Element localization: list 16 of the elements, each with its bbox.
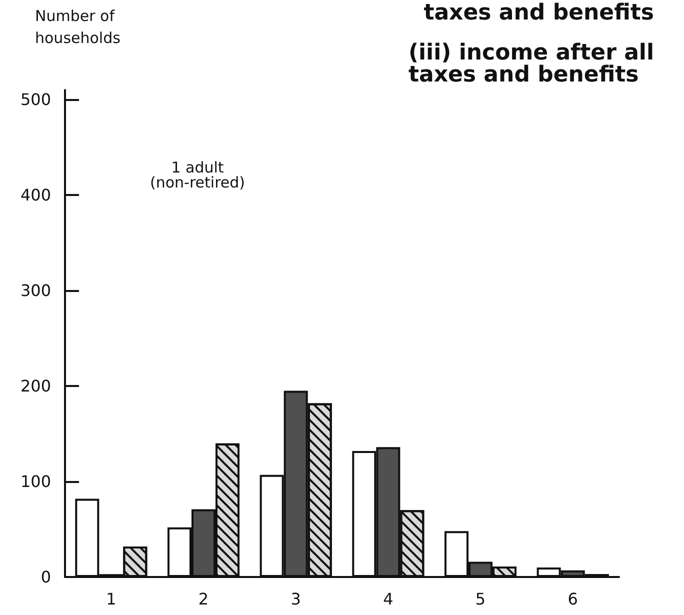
y-tick-label: 200 bbox=[20, 376, 51, 396]
y-tick-label: 0 bbox=[40, 568, 51, 586]
annotation: 1 adult (non-retired) bbox=[150, 158, 246, 192]
y-tick-label: 300 bbox=[20, 281, 51, 300]
x-tick-label: 2 bbox=[198, 590, 209, 608]
y-axis-title: Number of households bbox=[35, 7, 121, 47]
y-tick-label: 400 bbox=[20, 186, 51, 205]
y-tick-label: 500 bbox=[20, 90, 51, 110]
x-tick-label: 1 bbox=[106, 590, 116, 608]
y-tick-label: 100 bbox=[20, 472, 51, 492]
text: taxes and benefits bbox=[424, 0, 654, 26]
text: (iii) income after all taxes and benefits bbox=[408, 40, 654, 88]
x-tick-label: 3 bbox=[290, 590, 301, 608]
x-tick-label: 4 bbox=[383, 590, 394, 608]
x-tick-label: 5 bbox=[475, 590, 486, 608]
x-tick-label: 6 bbox=[568, 590, 578, 608]
